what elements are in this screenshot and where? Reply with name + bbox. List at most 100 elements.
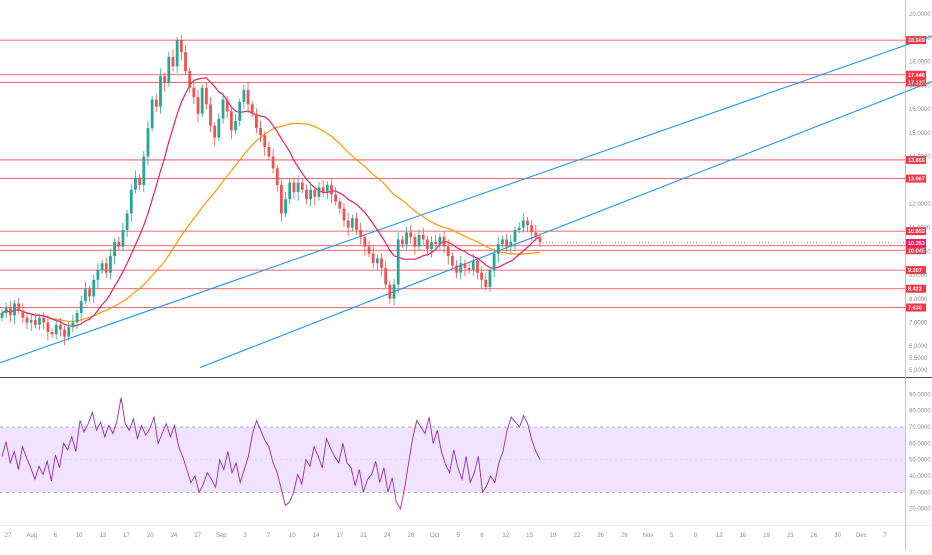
candle-body [292,182,296,193]
candle-body [459,263,463,273]
price-tick-label: 7.0000 [909,320,928,326]
candle-body [451,256,454,266]
candle-body [58,324,62,330]
rsi-pane [0,397,905,510]
candle-body [396,239,400,285]
candle-body [530,225,534,233]
time-tick-label: 12 [502,533,509,539]
candle-body [400,239,404,245]
candle-body [109,256,112,273]
level-tag-label: 18.909 [908,38,925,44]
level-tag [906,246,926,255]
candle-body [234,120,237,131]
candle-body [526,220,529,226]
time-tick-label: 12 [716,533,723,539]
candle-body [413,237,417,247]
rsi-tick-label: 70.0000 [909,425,931,431]
candle-body [250,104,254,114]
level-tag [906,36,926,45]
level-tag [906,155,926,164]
candle-body [338,201,342,209]
candle-body [213,125,217,138]
candle-body [159,75,162,107]
candle-body [471,260,475,271]
candle-body [171,56,175,67]
candle-body [380,258,383,268]
candle-body [521,220,525,228]
candle-body [455,265,458,273]
level-tag [906,78,926,87]
candle-body [192,87,196,98]
time-tick-label: 21 [360,533,367,539]
time-tick-label: Oct [430,533,440,539]
candle-body [150,99,154,129]
candle-body [21,310,25,318]
price-tick-label: 15.0000 [909,131,931,137]
candle-body [442,237,446,247]
candle-body [305,189,308,200]
candle-body [405,232,408,245]
price-tick-label: 18.0000 [909,60,931,66]
candle-body [446,246,450,257]
candle-body [513,229,517,242]
time-tick-label: 9 [694,533,698,539]
candle-body [334,194,338,202]
rsi-tick-label: 90.0000 [909,392,931,398]
price-tick-label: 16.0000 [909,107,931,113]
level-tag [906,227,926,236]
candle-body [384,267,388,285]
candle-body [484,279,488,287]
time-tick-label: 24 [384,533,391,539]
candle-body [409,232,413,238]
price-tick-label: 6.0000 [909,344,928,350]
candle-body [330,184,333,195]
candle-body [88,289,91,297]
time-tick-label: 29 [621,533,628,539]
candle-body [342,208,346,221]
candle-body [142,156,146,185]
time-tick-label: 10 [289,533,296,539]
candle-body [154,99,158,107]
candle-body [134,177,137,190]
candle-body [188,71,192,88]
candle-body [84,289,87,302]
candle-body [125,213,129,230]
time-tick-label: 17 [123,533,130,539]
candle-body [425,239,429,249]
candle-body [146,128,150,157]
time-tick-label: Dec [856,533,867,539]
candle-body [50,331,54,335]
candle-body [121,229,125,247]
candle-body [46,322,50,332]
candle-body [259,128,262,136]
candle-body [271,156,275,169]
candle-body [300,182,304,190]
time-tick-label: 30 [834,533,841,539]
candle-body [175,40,179,67]
rsi-tick-label: 50.0000 [909,458,931,464]
candle-body [325,184,329,193]
level-tag-label: 13.067 [908,177,925,183]
level-tag-label: 17.127 [908,80,925,86]
candle-body [296,182,300,193]
level-tag [906,303,926,312]
candle-body [275,168,279,185]
time-tick-label: 28 [408,533,415,539]
candle-body [284,199,287,214]
candle-body [467,267,471,271]
candle-body [75,312,79,323]
time-tick-label: 17 [336,533,343,539]
price-tick-label: 9.0000 [909,273,928,279]
rsi-line [1,397,541,510]
candle-body [434,241,438,245]
candle-body [505,239,509,247]
time-tick-label: 3 [243,533,247,539]
candle-body [346,220,350,228]
candle-body [534,232,538,238]
time-tick-label: 5 [670,533,674,539]
candle-body [359,229,363,238]
level-tag-label: 10.853 [908,229,925,235]
